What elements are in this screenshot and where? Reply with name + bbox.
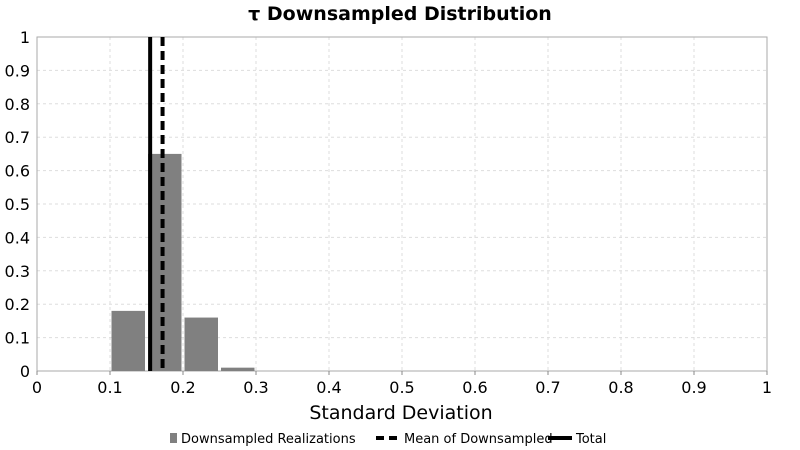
y-tick-label: 0.6	[5, 162, 30, 181]
grid-lines	[36, 36, 768, 372]
y-tick-label: 0.8	[5, 95, 30, 114]
reference-lines	[148, 37, 165, 371]
legend: Downsampled Realizations Mean of Downsamp…	[170, 432, 606, 447]
legend-label: Downsampled Realizations	[181, 432, 356, 447]
x-axis-label: Standard Deviation	[309, 402, 492, 424]
x-tick-label: 0.5	[389, 378, 414, 397]
x-tick-label: 0.3	[243, 378, 268, 397]
x-tick-label: 0	[32, 378, 42, 397]
x-axis-ticks: 0 0.1 0.2 0.3 0.4 0.5 0.6 0.7 0.8 0.9 1	[32, 371, 772, 397]
y-tick-label: 0.5	[5, 195, 30, 214]
x-tick-label: 0.1	[97, 378, 122, 397]
y-tick-label: 0.2	[5, 295, 30, 314]
histogram-bars	[111, 153, 255, 371]
y-tick-label: 0.4	[5, 228, 30, 247]
y-tick-label: 0.3	[5, 262, 30, 281]
histogram-bar	[221, 367, 255, 371]
legend-label: Mean of Downsampled	[404, 432, 553, 447]
x-tick-label: 0.8	[608, 378, 633, 397]
x-tick-label: 0.4	[316, 378, 341, 397]
y-tick-label: 1	[20, 28, 30, 47]
x-tick-label: 1	[762, 378, 772, 397]
y-tick-label: 0.7	[5, 128, 30, 147]
histogram-bar	[111, 310, 145, 371]
legend-label: Total	[575, 432, 606, 447]
y-tick-label: 0.1	[5, 329, 30, 348]
histogram-bar	[184, 317, 218, 371]
x-tick-label: 0.6	[462, 378, 487, 397]
y-axis-ticks: 0 0.1 0.2 0.3 0.4 0.5 0.6 0.7 0.8 0.9 1	[5, 28, 30, 381]
x-tick-label: 0.9	[681, 378, 706, 397]
y-tick-label: 0	[20, 362, 30, 381]
legend-swatch	[170, 433, 177, 443]
x-tick-label: 0.2	[170, 378, 195, 397]
y-tick-label: 0.9	[5, 61, 30, 80]
histogram-bar	[148, 153, 182, 371]
chart-title: τ Downsampled Distribution	[248, 3, 552, 25]
x-tick-label: 0.7	[535, 378, 560, 397]
